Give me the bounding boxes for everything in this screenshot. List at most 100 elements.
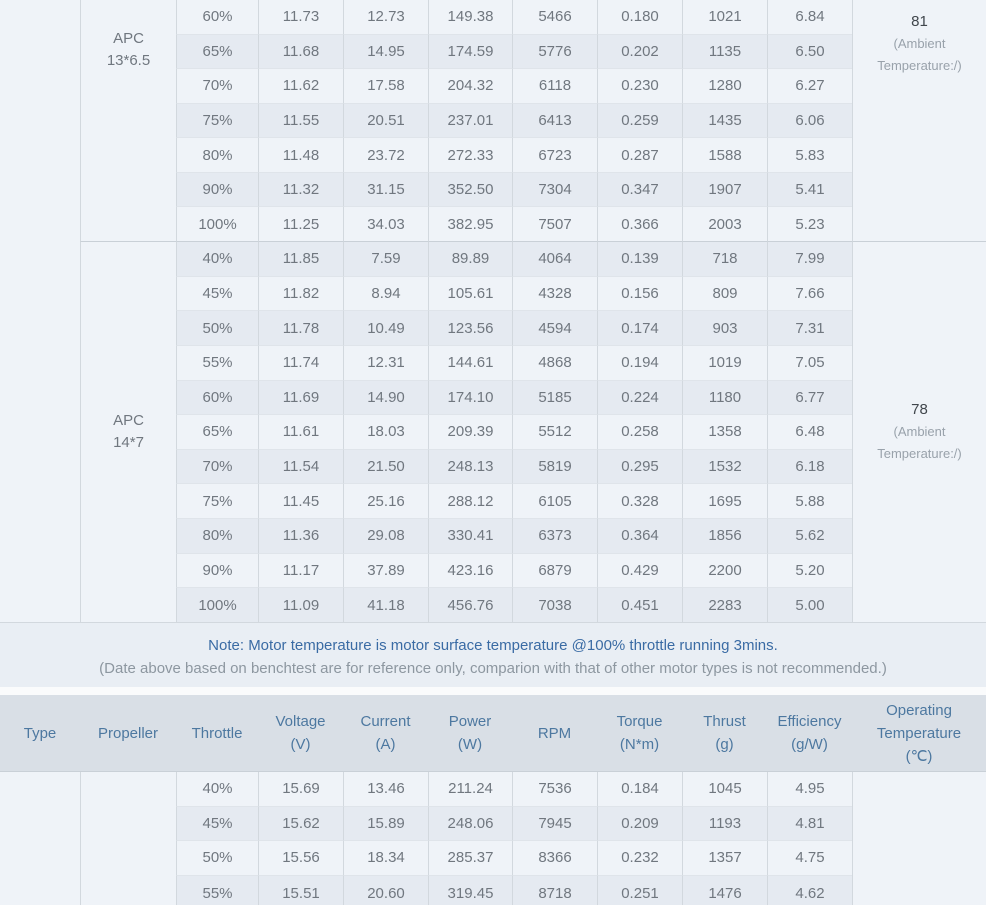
cell-voltage: 11.54 xyxy=(258,449,343,485)
column-header-label: Efficiency xyxy=(777,713,842,730)
cell-throttle: 75% xyxy=(176,103,258,139)
cell-voltage: 11.68 xyxy=(258,34,343,70)
cell-throttle: 80% xyxy=(176,138,258,173)
column-header-thrust: Thrust (g) xyxy=(682,695,767,771)
cell-efficiency: 6.84 xyxy=(767,0,852,35)
cell-power: 319.45 xyxy=(428,875,512,905)
note-line-secondary: (Date above based on benchtest are for r… xyxy=(99,660,887,677)
cell-throttle: 50% xyxy=(176,841,258,876)
cell-efficiency: 6.06 xyxy=(767,103,852,139)
cell-power: 149.38 xyxy=(428,0,512,35)
cell-voltage: 11.25 xyxy=(258,207,343,241)
cell-torque: 0.295 xyxy=(597,449,682,485)
motor-table-bottom: Type Propeller Throttle Voltage (V) Current (A… xyxy=(0,695,986,905)
cell-voltage: 11.17 xyxy=(258,553,343,589)
column-header-current: Current (A) xyxy=(343,695,428,771)
type-cell xyxy=(0,772,80,905)
cell-current: 14.95 xyxy=(343,34,428,70)
cell-thrust: 1532 xyxy=(682,449,767,485)
cell-thrust: 1476 xyxy=(682,875,767,905)
cell-current: 29.08 xyxy=(343,519,428,554)
cell-efficiency: 5.23 xyxy=(767,207,852,241)
temperature-cell: 81 (Ambient Temperature:/) xyxy=(852,0,986,241)
cell-power: 204.32 xyxy=(428,69,512,104)
cell-voltage: 11.32 xyxy=(258,172,343,208)
cell-efficiency: 4.75 xyxy=(767,841,852,876)
cell-rpm: 6373 xyxy=(512,519,597,554)
propeller-cell: APC 13*6.5 xyxy=(80,0,176,241)
type-cell xyxy=(0,0,80,241)
cell-current: 20.51 xyxy=(343,103,428,139)
cell-throttle: 60% xyxy=(176,0,258,35)
cell-torque: 0.328 xyxy=(597,484,682,520)
temperature-value: 78 xyxy=(911,401,928,418)
cell-power: 174.59 xyxy=(428,34,512,70)
cell-voltage: 15.56 xyxy=(258,841,343,876)
cell-throttle: 100% xyxy=(176,588,258,622)
column-header-label: Throttle xyxy=(191,724,243,742)
table-section-apc-13x65: APC 13*6.5 81 (Ambient Temperature:/) 60% 11.7… xyxy=(0,0,986,241)
cell-voltage: 15.51 xyxy=(258,875,343,905)
cell-throttle: 55% xyxy=(176,345,258,381)
cell-current: 17.58 xyxy=(343,69,428,104)
cell-current: 13.46 xyxy=(343,772,428,807)
cell-current: 21.50 xyxy=(343,449,428,485)
cell-current: 18.03 xyxy=(343,415,428,450)
ambient-temperature-note: (Ambient xyxy=(893,36,946,51)
cell-rpm: 4064 xyxy=(512,241,597,277)
note-block: Note: Motor temperature is motor surface… xyxy=(0,622,986,687)
cell-throttle: 50% xyxy=(176,311,258,346)
cell-efficiency: 6.77 xyxy=(767,380,852,416)
cell-torque: 0.180 xyxy=(597,0,682,35)
column-header-label: Voltage xyxy=(275,713,326,730)
propeller-label: APC xyxy=(113,412,144,429)
cell-thrust: 1045 xyxy=(682,772,767,807)
cell-voltage: 11.73 xyxy=(258,0,343,35)
cell-power: 272.33 xyxy=(428,138,512,173)
ambient-temperature-note: (Ambient xyxy=(893,424,946,439)
column-header-label: (N*m) xyxy=(619,736,660,753)
cell-rpm: 6723 xyxy=(512,138,597,173)
cell-voltage: 11.61 xyxy=(258,415,343,450)
ambient-temperature-note: Temperature:/) xyxy=(877,446,962,461)
column-header-efficiency: Efficiency (g/W) xyxy=(767,695,852,771)
cell-throttle: 60% xyxy=(176,380,258,416)
cell-power: 237.01 xyxy=(428,103,512,139)
temperature-cell: 78 (Ambient Temperature:/) xyxy=(852,241,986,622)
propeller-label: APC xyxy=(113,30,144,47)
cell-throttle: 70% xyxy=(176,449,258,485)
cell-throttle: 80% xyxy=(176,519,258,554)
cell-torque: 0.174 xyxy=(597,311,682,346)
cell-torque: 0.224 xyxy=(597,380,682,416)
table-section-bottom: 40% 15.69 13.46 211.24 7536 0.184 1045 4.95 45% 1… xyxy=(0,772,986,905)
cell-current: 23.72 xyxy=(343,138,428,173)
cell-rpm: 6413 xyxy=(512,103,597,139)
cell-rpm: 7945 xyxy=(512,806,597,842)
cell-rpm: 4594 xyxy=(512,311,597,346)
column-header-label: Torque xyxy=(616,713,663,730)
cell-voltage: 11.48 xyxy=(258,138,343,173)
cell-efficiency: 4.81 xyxy=(767,806,852,842)
cell-rpm: 5185 xyxy=(512,380,597,416)
temperature-cell xyxy=(852,772,986,905)
cell-throttle: 55% xyxy=(176,875,258,905)
cell-voltage: 15.62 xyxy=(258,806,343,842)
column-header-label: Operating xyxy=(886,701,952,719)
propeller-cell xyxy=(80,772,176,905)
column-header-label: Temperature xyxy=(876,724,962,742)
column-header-label: Power xyxy=(448,713,492,730)
propeller-label: 13*6.5 xyxy=(106,52,151,69)
cell-power: 288.12 xyxy=(428,484,512,520)
cell-thrust: 1021 xyxy=(682,0,767,35)
cell-thrust: 2200 xyxy=(682,553,767,589)
column-header-torque: Torque (N*m) xyxy=(597,695,682,771)
cell-voltage: 11.09 xyxy=(258,588,343,622)
cell-torque: 0.251 xyxy=(597,875,682,905)
cell-efficiency: 5.88 xyxy=(767,484,852,520)
cell-power: 456.76 xyxy=(428,588,512,622)
cell-torque: 0.232 xyxy=(597,841,682,876)
cell-torque: 0.202 xyxy=(597,34,682,70)
cell-thrust: 1193 xyxy=(682,806,767,842)
column-header-label: (g/W) xyxy=(791,736,828,753)
